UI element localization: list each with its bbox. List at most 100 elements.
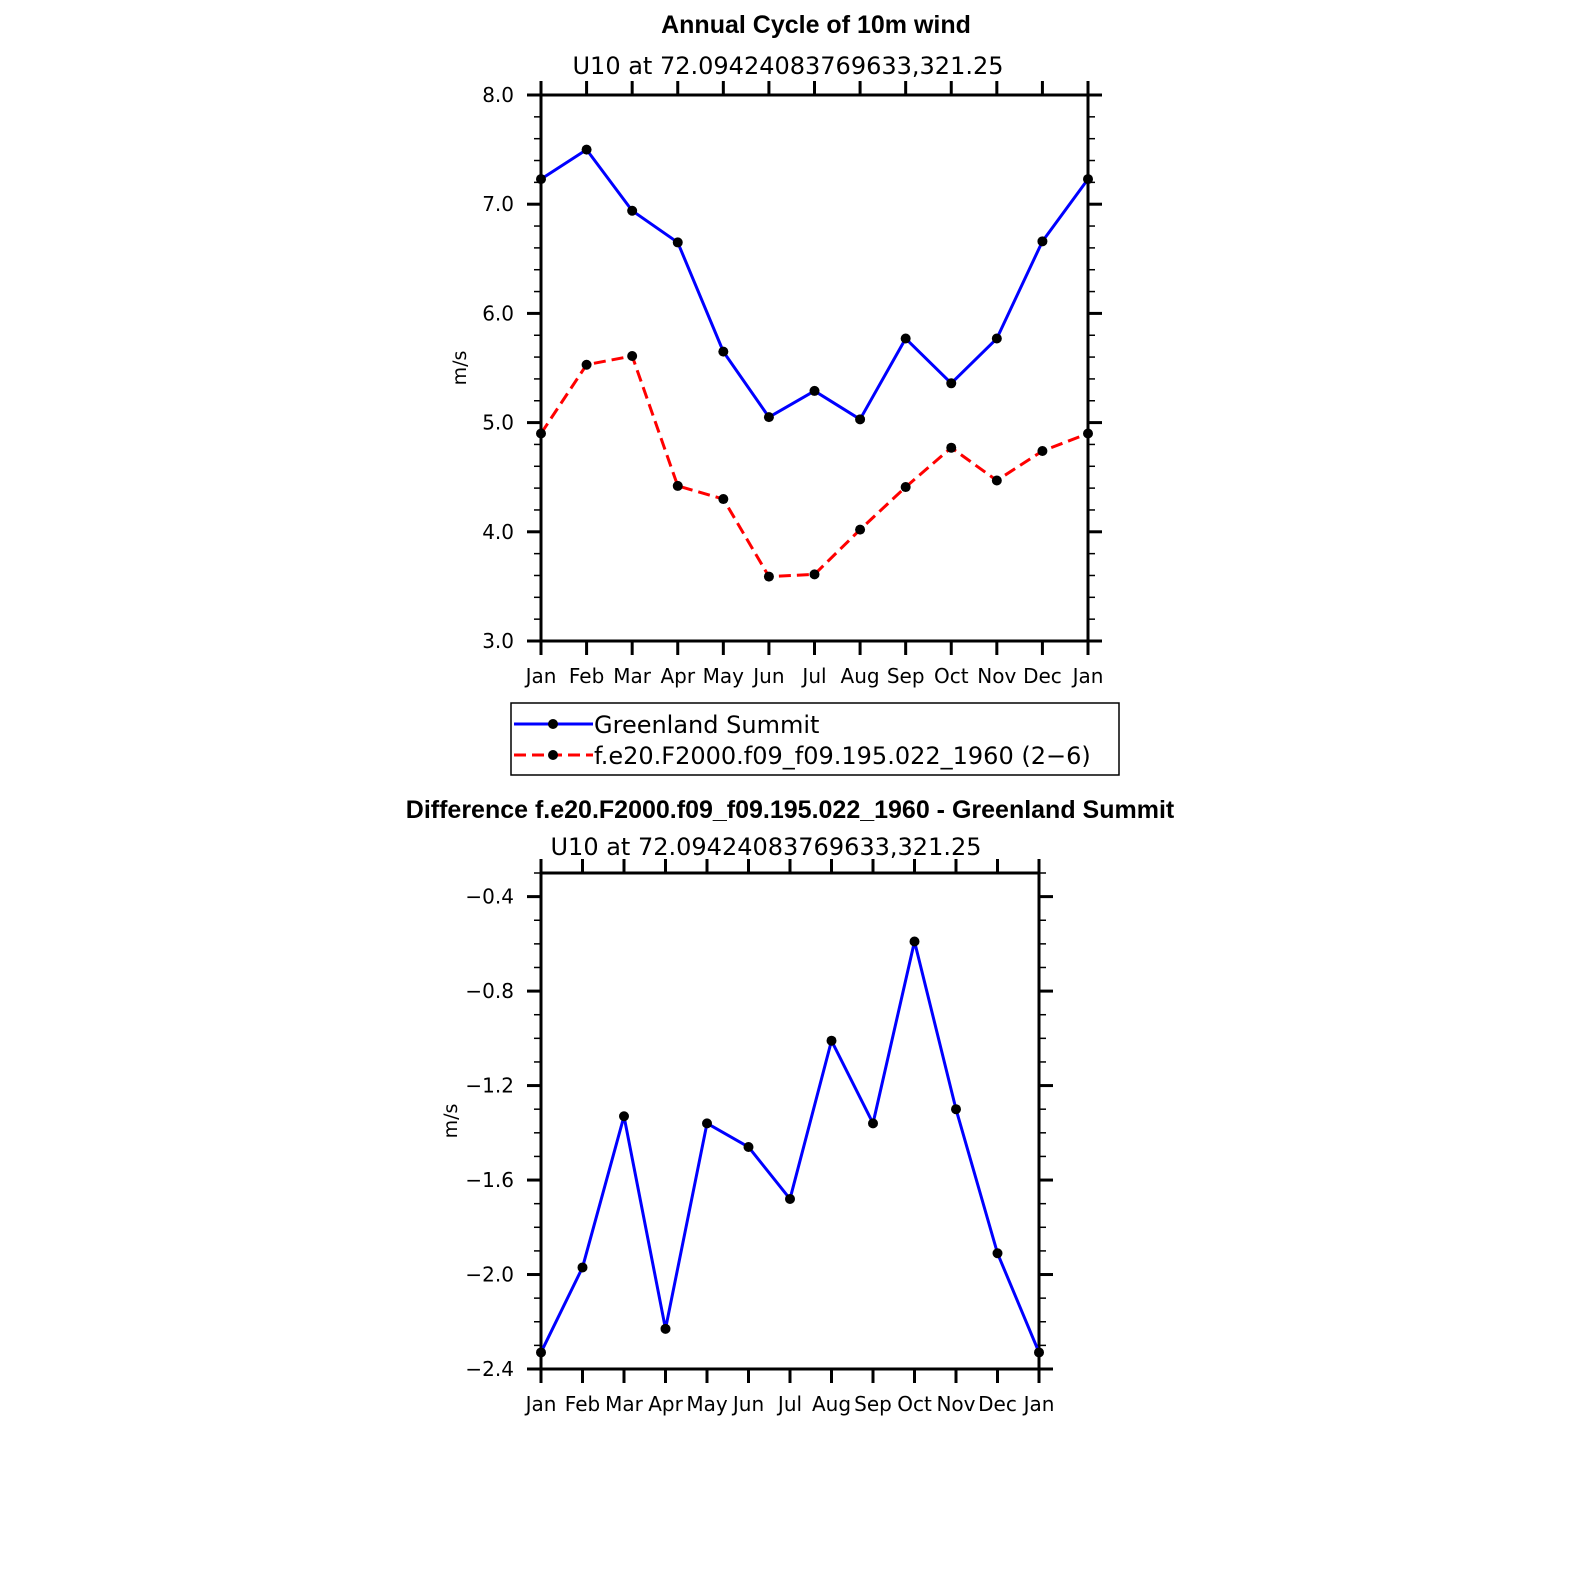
data-point xyxy=(946,442,957,453)
x-tick-label: Jan xyxy=(524,1392,557,1416)
data-point xyxy=(581,359,592,370)
x-tick-label: Jan xyxy=(524,664,557,688)
data-point xyxy=(809,385,820,396)
axes-frame: Jan Feb Mar Apr May Jun Jul Aug Sep Oct Nov Dec Jan 3… xyxy=(482,81,1103,688)
x-tick-label: Aug xyxy=(841,664,880,688)
legend: Greenland Summit f.e20.F2000.f09_f09.195… xyxy=(510,702,1120,776)
series-layer xyxy=(536,936,1044,1358)
chart-title: Difference f.e20.F2000.f09_f09.195.022_1… xyxy=(406,796,1175,824)
plot-frame xyxy=(539,93,1090,643)
data-point xyxy=(619,1111,629,1122)
y-tick-label: 8.0 xyxy=(482,83,514,107)
y-tick-label: −2.0 xyxy=(465,1263,514,1287)
x-tick-label: Jan xyxy=(1071,664,1104,688)
y-tick-label: −0.4 xyxy=(465,885,514,909)
x-tick-label: Dec xyxy=(978,1392,1017,1416)
data-point xyxy=(702,1118,712,1129)
data-point xyxy=(946,378,957,389)
data-point xyxy=(1037,445,1048,456)
y-tick-label: 6.0 xyxy=(482,301,514,325)
data-point xyxy=(855,414,866,425)
x-tick-label: Nov xyxy=(936,1392,975,1416)
data-point xyxy=(743,1141,754,1152)
y-axis-label: m/s xyxy=(449,351,471,386)
chart-title: Annual Cycle of 10m wind xyxy=(661,11,971,39)
series-line-0 xyxy=(540,148,1090,421)
y-tick-label: −1.6 xyxy=(465,1168,514,1192)
data-point xyxy=(900,482,911,493)
x-tick-label: Nov xyxy=(977,664,1016,688)
data-point xyxy=(1083,174,1093,185)
data-point xyxy=(951,1104,961,1115)
plot-frame xyxy=(539,871,1041,1371)
y-tick-label: 7.0 xyxy=(482,192,514,216)
x-tick-label: Jun xyxy=(731,1392,764,1416)
y-tick-label: 3.0 xyxy=(482,629,514,653)
axes-frame: Jan Feb Mar Apr May Jun Jul Aug Sep Oct Nov Dec Jan−… xyxy=(465,859,1054,1416)
x-tick-label: Dec xyxy=(1023,664,1062,688)
data-point xyxy=(991,475,1002,486)
legend-marker-model xyxy=(548,750,558,760)
x-tick-label: Sep xyxy=(887,664,925,688)
data-point xyxy=(672,480,683,491)
series-layer xyxy=(536,144,1093,582)
x-tick-label: Jul xyxy=(800,664,826,688)
y-axis-label: m/s xyxy=(440,1104,462,1139)
data-point xyxy=(672,237,683,248)
data-point xyxy=(627,350,638,361)
data-point xyxy=(1034,1347,1044,1358)
x-tick-label: Jul xyxy=(776,1392,802,1416)
data-point xyxy=(1083,428,1093,439)
data-point xyxy=(536,1347,546,1358)
x-tick-label: May xyxy=(703,664,745,688)
data-point xyxy=(991,333,1002,344)
x-tick-label: Mar xyxy=(613,664,652,688)
annual-cycle-chart: Annual Cycle of 10m wind U10 at 72.09424… xyxy=(449,11,1103,688)
chart-subtitle: U10 at 72.09424083769633,321.25 xyxy=(550,833,981,861)
data-point xyxy=(826,1035,837,1046)
data-point xyxy=(581,144,592,155)
x-tick-label: Jan xyxy=(1022,1392,1055,1416)
x-tick-label: Sep xyxy=(854,1392,892,1416)
data-point xyxy=(1037,236,1048,247)
chart-subtitle: U10 at 72.09424083769633,321.25 xyxy=(572,52,1003,80)
x-tick-label: Jun xyxy=(751,664,784,688)
x-tick-label: Oct xyxy=(934,664,969,688)
legend-label-model: f.e20.F2000.f09_f09.195.022_1960 (2−6) xyxy=(594,742,1091,770)
x-tick-label: Feb xyxy=(565,1392,600,1416)
data-point xyxy=(577,1262,588,1273)
y-tick-label: −1.2 xyxy=(465,1074,514,1098)
data-point xyxy=(809,569,820,580)
legend-box xyxy=(510,702,1120,776)
x-tick-label: May xyxy=(686,1392,728,1416)
difference-chart: Difference f.e20.F2000.f09_f09.195.022_1… xyxy=(406,796,1175,1416)
y-tick-label: −2.4 xyxy=(465,1357,514,1381)
y-tick-label: 5.0 xyxy=(482,411,514,435)
data-point xyxy=(992,1248,1003,1259)
data-point xyxy=(785,1193,795,1204)
data-point xyxy=(900,333,911,344)
x-tick-label: Oct xyxy=(897,1392,932,1416)
data-point xyxy=(718,494,729,505)
data-point xyxy=(627,205,638,216)
legend-marker-greenland-summit xyxy=(548,719,558,729)
y-tick-label: −0.8 xyxy=(465,979,514,1003)
data-point xyxy=(763,571,774,582)
x-tick-label: Feb xyxy=(569,664,604,688)
x-tick-label: Apr xyxy=(648,1392,683,1416)
data-point xyxy=(868,1118,878,1129)
data-point xyxy=(855,524,866,535)
x-tick-label: Apr xyxy=(660,664,695,688)
y-tick-label: 4.0 xyxy=(482,520,514,544)
data-point xyxy=(660,1323,671,1334)
data-point xyxy=(536,428,546,439)
x-tick-label: Mar xyxy=(605,1392,644,1416)
x-tick-label: Aug xyxy=(812,1392,851,1416)
data-point xyxy=(909,936,920,947)
data-point xyxy=(763,412,774,423)
data-point xyxy=(536,174,546,185)
series-line-0 xyxy=(539,940,1041,1354)
data-point xyxy=(718,346,729,357)
legend-label-greenland-summit: Greenland Summit xyxy=(594,711,819,739)
